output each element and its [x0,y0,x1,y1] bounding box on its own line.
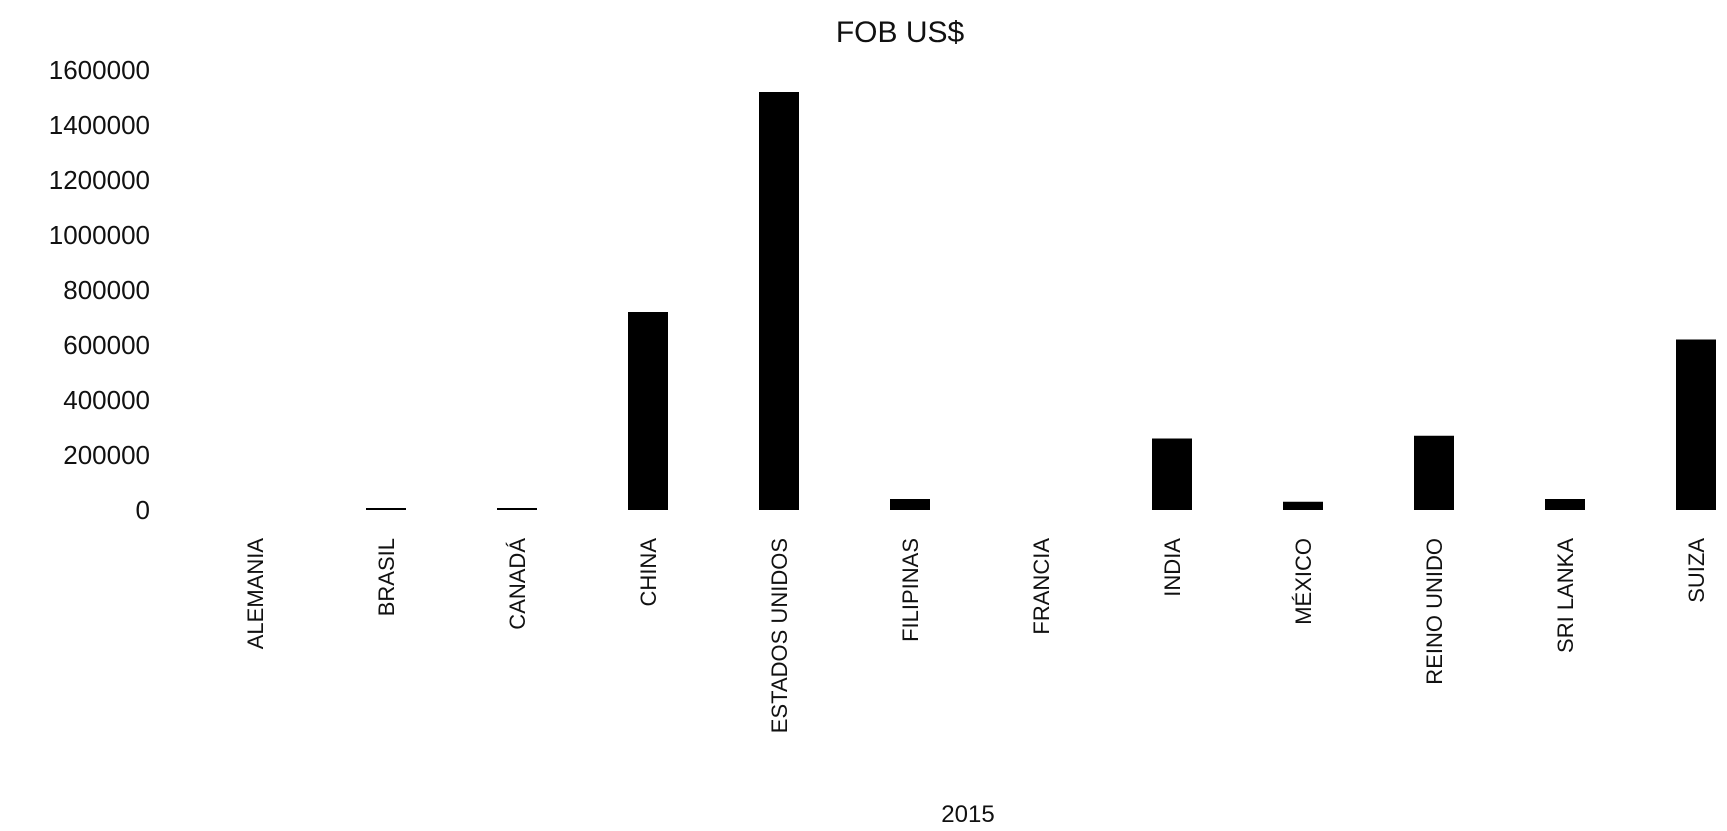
y-tick-label: 0 [136,495,150,525]
x-axis-label: 2015 [941,801,994,828]
y-tick-label: 1400000 [49,110,150,140]
x-category-label: BRASIL [374,538,399,616]
bar-4 [759,92,799,510]
bar-9 [1414,435,1454,510]
y-axis: 0 200000 400000 600000 800000 1000000 1200000 1… [49,55,150,525]
bar-2 [497,508,537,510]
y-tick-label: 600000 [63,330,150,360]
x-category-label: SUIZA [1684,538,1709,603]
x-category-label: MÉXICO [1291,538,1316,625]
y-tick-label: 800000 [63,275,150,305]
x-category-label: REINO UNIDO [1422,538,1447,685]
bars-group [366,92,1716,510]
y-tick-label: 1000000 [49,220,150,250]
bar-10 [1545,499,1585,510]
x-category-label: INDIA [1160,538,1185,597]
x-category-label: ALEMANIA [243,538,268,650]
x-category-label: FRANCIA [1029,538,1054,635]
bar-5 [890,499,930,510]
y-tick-label: 1600000 [49,55,150,85]
bar-11 [1676,339,1716,510]
x-category-label: CANADÁ [505,538,530,630]
y-tick-label: 400000 [63,385,150,415]
y-tick-label: 200000 [63,440,150,470]
x-category-label: CHINA [636,538,661,607]
bar-1 [366,508,406,510]
x-category-label: SRI LANKA [1553,538,1578,653]
bar-3 [628,312,668,510]
x-category-label: ESTADOS UNIDOS [767,538,792,733]
y-tick-label: 1200000 [49,165,150,195]
x-category-label: FILIPINAS [898,538,923,642]
bar-8 [1283,501,1323,510]
x-axis: ALEMANIA BRASIL CANADÁ CHINA ESTADOS UNIDOS F… [243,538,1709,734]
chart-title: FOB US$ [836,16,965,49]
bar-7 [1152,438,1192,510]
